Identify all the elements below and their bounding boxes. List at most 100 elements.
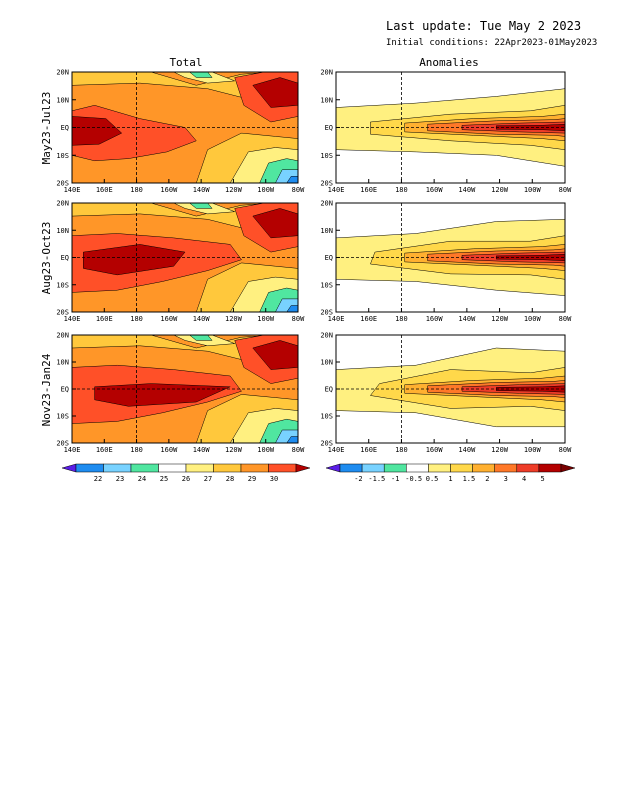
contour-band [496,123,565,132]
y-tick-label: 10S [320,281,333,289]
y-tick-label: 20N [320,69,333,77]
y-tick-label: 10S [56,281,69,289]
y-tick-label: 10N [320,96,333,104]
row-label-1: May23-Jul23 [40,92,53,165]
colorbar-label: 1 [448,475,452,483]
contour-band [496,385,565,393]
colorbar-label: 28 [226,475,234,483]
colorbar-swatch [472,463,495,473]
colorbar-label: 24 [138,475,146,483]
x-tick-label: 140W [193,446,211,454]
x-tick-label: 180 [395,446,408,454]
x-tick-label: 80W [292,186,305,194]
y-tick-label: 10S [320,413,333,421]
x-tick-label: 100W [257,315,275,323]
y-tick-label: EQ [61,254,69,262]
colorbar-swatch [494,463,518,473]
colorbar-swatch [185,463,214,473]
x-tick-label: 140E [64,315,81,323]
x-tick-label: 140W [193,315,211,323]
colorbar-label: 29 [248,475,256,483]
x-tick-label: 140E [64,446,81,454]
y-tick-label: 10S [320,152,333,160]
y-tick-label: EQ [61,124,69,132]
x-tick-label: 100W [257,186,275,194]
x-tick-label: 160W [426,186,444,194]
contour-band [252,77,298,108]
x-tick-label: 160W [160,186,178,194]
x-tick-label: 140W [458,315,476,323]
x-tick-label: 100W [524,315,542,323]
colorbar-swatch [130,463,159,473]
colorbar-swatch [339,463,363,473]
x-tick-label: 160E [360,186,377,194]
column-title-anomalies: Anomalies [419,56,479,69]
colorbar-label: -1 [391,475,399,483]
x-tick-label: 160E [96,446,113,454]
y-tick-label: 20N [56,200,69,208]
x-tick-label: 160E [360,315,377,323]
y-tick-label: EQ [325,124,333,132]
colorbar-swatch [428,463,451,473]
x-tick-label: 180 [395,186,408,194]
colorbar-swatch [516,463,540,473]
x-tick-label: 140W [458,186,476,194]
y-tick-label: 20S [320,180,333,188]
colorbar-label: 26 [182,475,190,483]
y-tick-label: 20S [320,440,333,448]
colorbar-label: -0.5 [405,475,422,483]
colorbar-swatch [103,463,132,473]
x-tick-label: 80W [559,315,572,323]
y-tick-label: 10N [56,227,69,235]
x-tick-label: 80W [292,315,305,323]
last-update-text: Last update: Tue May 2 2023 [386,19,581,33]
colorbar-swatch [361,463,385,473]
y-tick-label: 10S [56,413,69,421]
y-tick-label: 10S [56,152,69,160]
y-tick-label: 20N [56,332,69,340]
x-tick-label: 80W [559,186,572,194]
x-tick-label: 120W [225,446,243,454]
total-colorbar: 22 23 24 25 26 27 28 29 30 [61,463,311,483]
x-tick-label: 120W [491,315,509,323]
initial-conditions-text: Initial conditions: 22Apr2023-01May2023 [386,38,597,48]
colorbar-label: 30 [270,475,278,483]
colorbar-label: 1.5 [463,475,476,483]
y-tick-label: 20S [56,440,69,448]
contour-band [83,244,186,276]
colorbar-swatch [61,463,77,473]
x-tick-label: 160W [426,446,444,454]
x-tick-label: 140W [458,446,476,454]
y-tick-label: EQ [325,386,333,394]
contour-band [496,253,565,262]
colorbar-swatch [538,463,562,473]
row-label-3: Nov23-Jan24 [40,353,53,426]
y-tick-label: 10N [320,227,333,235]
y-tick-label: 20N [56,69,69,77]
contour-band [286,305,298,312]
colorbar-label: 22 [94,475,102,483]
y-tick-label: EQ [325,254,333,262]
colorbar-swatch [560,463,576,473]
contour-band [72,116,123,146]
y-tick-label: 10N [56,96,69,104]
colorbar-swatch [213,463,242,473]
x-tick-label: 160E [360,446,377,454]
x-tick-label: 80W [292,446,305,454]
x-tick-label: 180 [130,315,143,323]
row-label-2: Aug23-Oct23 [40,222,53,295]
y-tick-label: 10N [56,359,69,367]
x-tick-label: 160E [96,186,113,194]
y-tick-label: 20S [320,309,333,317]
contour-band [252,208,298,239]
x-tick-label: 180 [130,186,143,194]
x-tick-label: 160E [96,315,113,323]
y-tick-label: EQ [61,386,69,394]
contour-band [189,335,213,341]
colorbar-label: 0.5 [426,475,439,483]
